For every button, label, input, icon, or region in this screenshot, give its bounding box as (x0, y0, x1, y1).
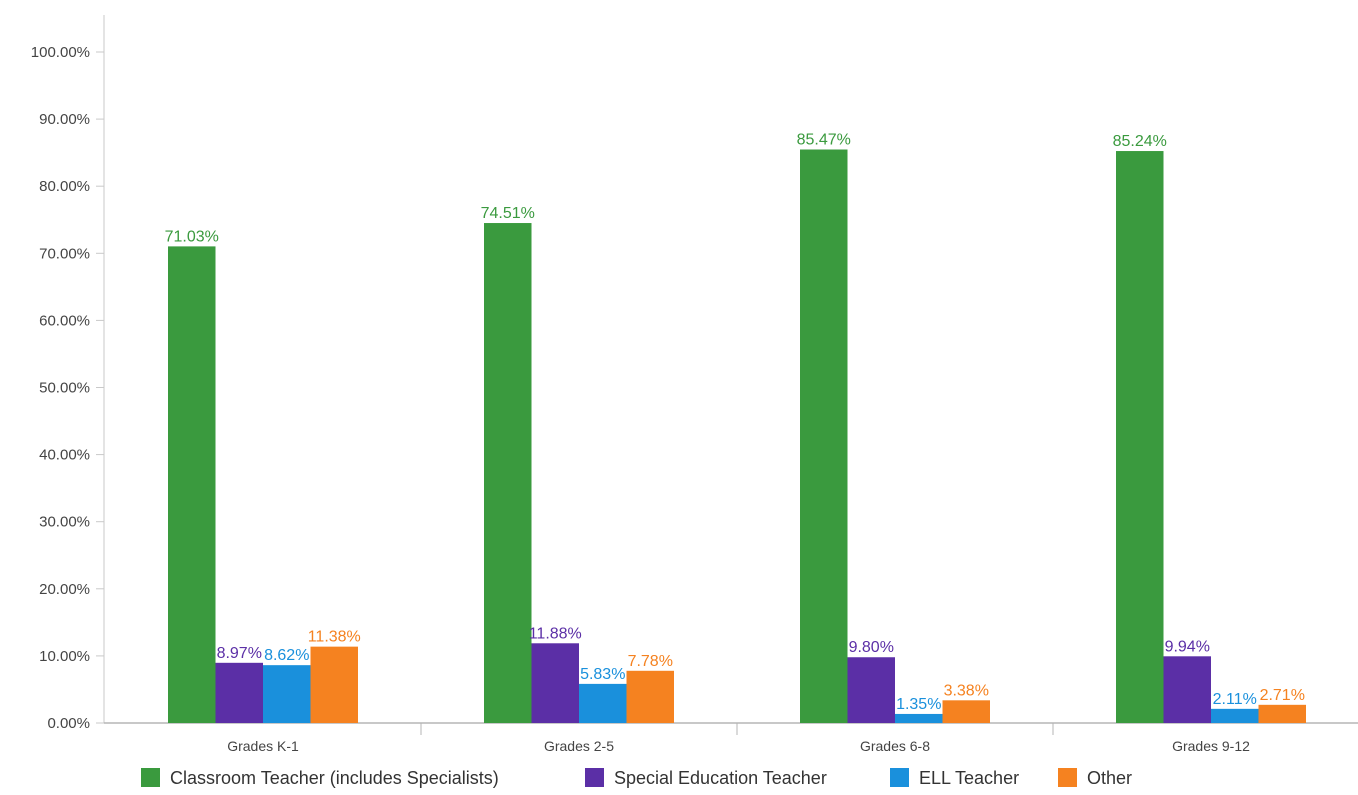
bar (1163, 656, 1211, 723)
bar (215, 662, 263, 723)
bar (1211, 708, 1259, 723)
data-label: 5.83% (580, 666, 625, 683)
legend-label: Special Education Teacher (614, 768, 827, 788)
bar (1116, 151, 1164, 723)
y-tick-label: 30.00% (39, 514, 90, 531)
y-tick-label: 60.00% (39, 312, 90, 329)
data-label: 3.38% (944, 682, 989, 699)
bar (626, 670, 674, 723)
data-label: 2.71% (1260, 687, 1305, 704)
bar (847, 657, 895, 723)
data-label: 11.88% (529, 625, 582, 642)
y-tick-label: 100.00% (31, 44, 90, 61)
bar (579, 683, 627, 723)
data-label: 8.97% (217, 645, 262, 662)
bar (942, 700, 990, 723)
data-label: 71.03% (165, 228, 219, 245)
data-label: 2.11% (1213, 691, 1257, 708)
legend-label: Other (1087, 768, 1132, 788)
data-label: 85.47% (797, 131, 851, 148)
legend-label: ELL Teacher (919, 768, 1019, 788)
x-tick-label: Grades 9-12 (1172, 738, 1250, 754)
bars (168, 149, 1306, 723)
x-tick-label: Grades 6-8 (860, 738, 930, 754)
data-label: 85.24% (1113, 133, 1167, 150)
x-axis: Grades K-1 Grades 2-5 Grades 6-8 Grades 9-1… (104, 722, 1358, 754)
bar (168, 246, 216, 723)
data-label: 74.51% (481, 205, 535, 222)
legend-label: Classroom Teacher (includes Specialists) (170, 768, 499, 788)
data-label: 11.38% (308, 629, 361, 646)
bar (531, 643, 579, 723)
legend-swatch (890, 768, 909, 787)
bar (310, 646, 358, 723)
bar (484, 223, 532, 723)
y-tick-label: 40.00% (39, 447, 90, 464)
data-label: 9.80% (849, 639, 894, 656)
y-tick-label: 0.00% (47, 715, 90, 732)
legend-swatch (141, 768, 160, 787)
x-tick-label: Grades 2-5 (544, 738, 614, 754)
x-tick-label: Grades K-1 (227, 738, 299, 754)
bar (263, 665, 311, 723)
data-label: 9.94% (1165, 638, 1210, 655)
y-tick-label: 20.00% (39, 581, 90, 598)
legend-swatch (585, 768, 604, 787)
legend-swatch (1058, 768, 1077, 787)
y-tick-label: 80.00% (39, 178, 90, 195)
y-tick-label: 90.00% (39, 111, 90, 128)
bar (1258, 704, 1306, 723)
data-label: 8.62% (264, 647, 309, 664)
y-tick-label: 50.00% (39, 380, 90, 397)
y-tick-label: 70.00% (39, 245, 90, 262)
data-label: 1.35% (896, 696, 941, 713)
y-tick-label: 10.00% (39, 648, 90, 665)
legend: Classroom Teacher (includes Specialists)… (141, 768, 1132, 788)
bar (800, 149, 848, 723)
y-axis: 0.00% 10.00% 20.00% 30.00% 40.00% 50.00% 60.00… (31, 15, 105, 732)
data-labels: 71.03% 8.97% 8.62%11.38% 74.51% 11.88% 5.83%7… (165, 131, 1305, 712)
bar (895, 713, 943, 723)
data-label: 7.78% (628, 653, 673, 670)
